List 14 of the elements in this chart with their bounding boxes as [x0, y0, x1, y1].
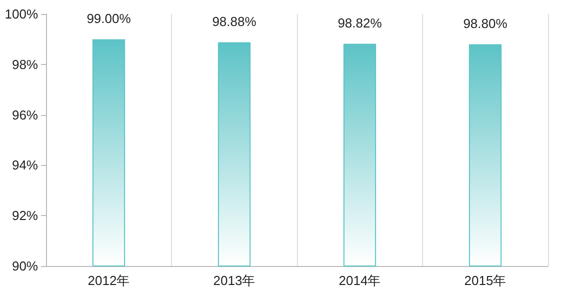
y-tick-label: 90%: [12, 258, 38, 274]
y-tick-label: 92%: [12, 208, 38, 224]
y-tick-label: 96%: [12, 107, 38, 122]
x-tick-label: 2014年: [338, 273, 381, 288]
x-tick-label: 2015年: [464, 273, 506, 288]
x-tick-label: 2013年: [213, 273, 256, 288]
data-label: 98.82%: [338, 16, 382, 31]
y-tick-label: 98%: [12, 56, 38, 72]
data-label: 98.88%: [212, 14, 257, 30]
data-label: 98.80%: [463, 16, 508, 32]
data-label: 99.00%: [86, 11, 132, 26]
y-tick-label: 100%: [4, 6, 38, 22]
y-tick-label: 94%: [12, 158, 38, 173]
x-tick-label: 2012年: [88, 273, 130, 288]
